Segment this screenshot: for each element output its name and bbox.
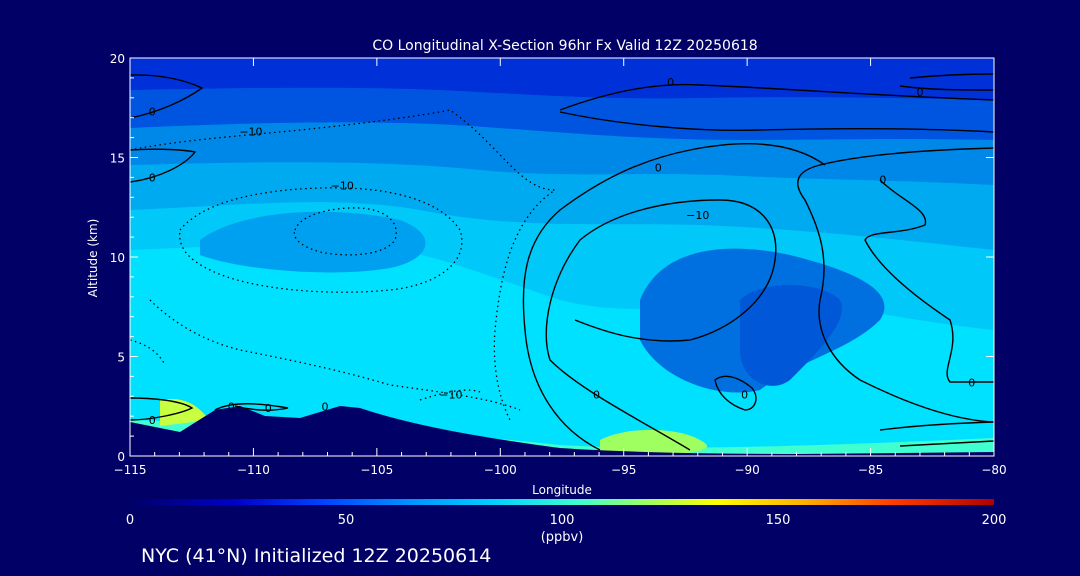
y-axis-label: Altitude (km)	[86, 219, 100, 298]
colorbar-tick-label: 100	[550, 513, 575, 528]
x-tick-label: −80	[981, 463, 1006, 477]
field-core-west	[200, 211, 426, 273]
contour-solid-upper-east-2	[559, 111, 994, 133]
y-tick-label: 0	[117, 450, 125, 464]
contour-label: 0	[593, 388, 600, 401]
contour-label: −10	[686, 209, 709, 222]
contour-label: 0	[968, 376, 975, 389]
x-tick-label: −85	[858, 463, 883, 477]
field-mountain-enhance	[160, 399, 210, 426]
x-axis: −115 −110 −105 −100 −95 −90 −85 −80	[114, 58, 1007, 477]
contour-lines-dotted	[130, 109, 558, 421]
contour-solid-ridge	[214, 403, 289, 411]
colorbar-tick-label: 0	[126, 513, 134, 528]
contour-solid-10	[545, 199, 777, 451]
contour-label: −10	[239, 126, 262, 139]
contour-solid-upper-east	[559, 83, 994, 111]
x-tick-label: −115	[114, 463, 147, 477]
colorbar	[130, 499, 994, 505]
colorbar-tick-label: 150	[766, 513, 791, 528]
x-tick-label: −100	[484, 463, 517, 477]
contour-label: 0	[916, 86, 923, 99]
contour-label: 0	[741, 388, 748, 401]
contour-solid-east-loop	[864, 179, 994, 383]
field-core-east-inner	[740, 285, 842, 386]
contour-lines	[130, 73, 994, 451]
contour-label: −10	[439, 388, 462, 401]
colorbar-ticks: 0 50 100 150 200	[126, 513, 1007, 528]
contour-solid-west-mid	[130, 148, 197, 183]
terrain	[130, 406, 994, 456]
contour-dotted-west-mid	[179, 187, 463, 293]
x-tick-label: −105	[360, 463, 393, 477]
contour-solid-small-loop	[714, 375, 757, 411]
colorbar-tick-label: 50	[338, 513, 355, 528]
contour-label: 0	[149, 414, 156, 427]
chart-title: CO Longitudinal X-Section 96hr Fx Valid …	[372, 38, 757, 54]
contour-label: 0	[655, 161, 662, 174]
contour-solid-upper-west	[130, 74, 204, 119]
contour-label: 0	[322, 400, 329, 413]
contour-label: 0	[879, 173, 886, 186]
field-surface-peak	[600, 429, 707, 456]
contour-dotted-ridge	[130, 339, 166, 366]
x-tick-label: −95	[611, 463, 636, 477]
contour-solid-big-0	[797, 147, 994, 423]
x-axis-label: Longitude	[532, 483, 592, 497]
contour-label: 0	[667, 76, 674, 89]
contour-label: −10	[331, 179, 354, 192]
contour-solid-low-east	[879, 421, 994, 447]
y-tick-label: 5	[117, 351, 125, 365]
contour-solid-low-west	[130, 397, 194, 421]
footer-caption: NYC (41°N) Initialized 12Z 20250614	[141, 545, 491, 567]
contour-label: 0	[149, 106, 156, 119]
x-tick-label: −110	[237, 463, 270, 477]
x-tick-label: −90	[734, 463, 759, 477]
y-tick-label: 20	[110, 52, 125, 66]
y-axis: 0 5 10 15 20	[110, 52, 994, 464]
plot-area	[130, 58, 994, 456]
contour-label: 0	[228, 400, 235, 413]
contour-label: 0	[265, 402, 272, 415]
contour-solid-0-west	[522, 143, 826, 451]
contour-solid-ne-corner	[899, 73, 994, 91]
y-tick-label: 15	[110, 152, 125, 166]
y-tick-label: 10	[110, 251, 125, 265]
contour-labels: 0 −10 0 −10 0 0 0 −10 0 −10 0 0 0 0 0 0 0	[149, 76, 976, 427]
colorbar-units: (ppbv)	[541, 530, 584, 545]
colorbar-tick-label: 200	[982, 513, 1007, 528]
contour-label: 0	[149, 171, 156, 184]
